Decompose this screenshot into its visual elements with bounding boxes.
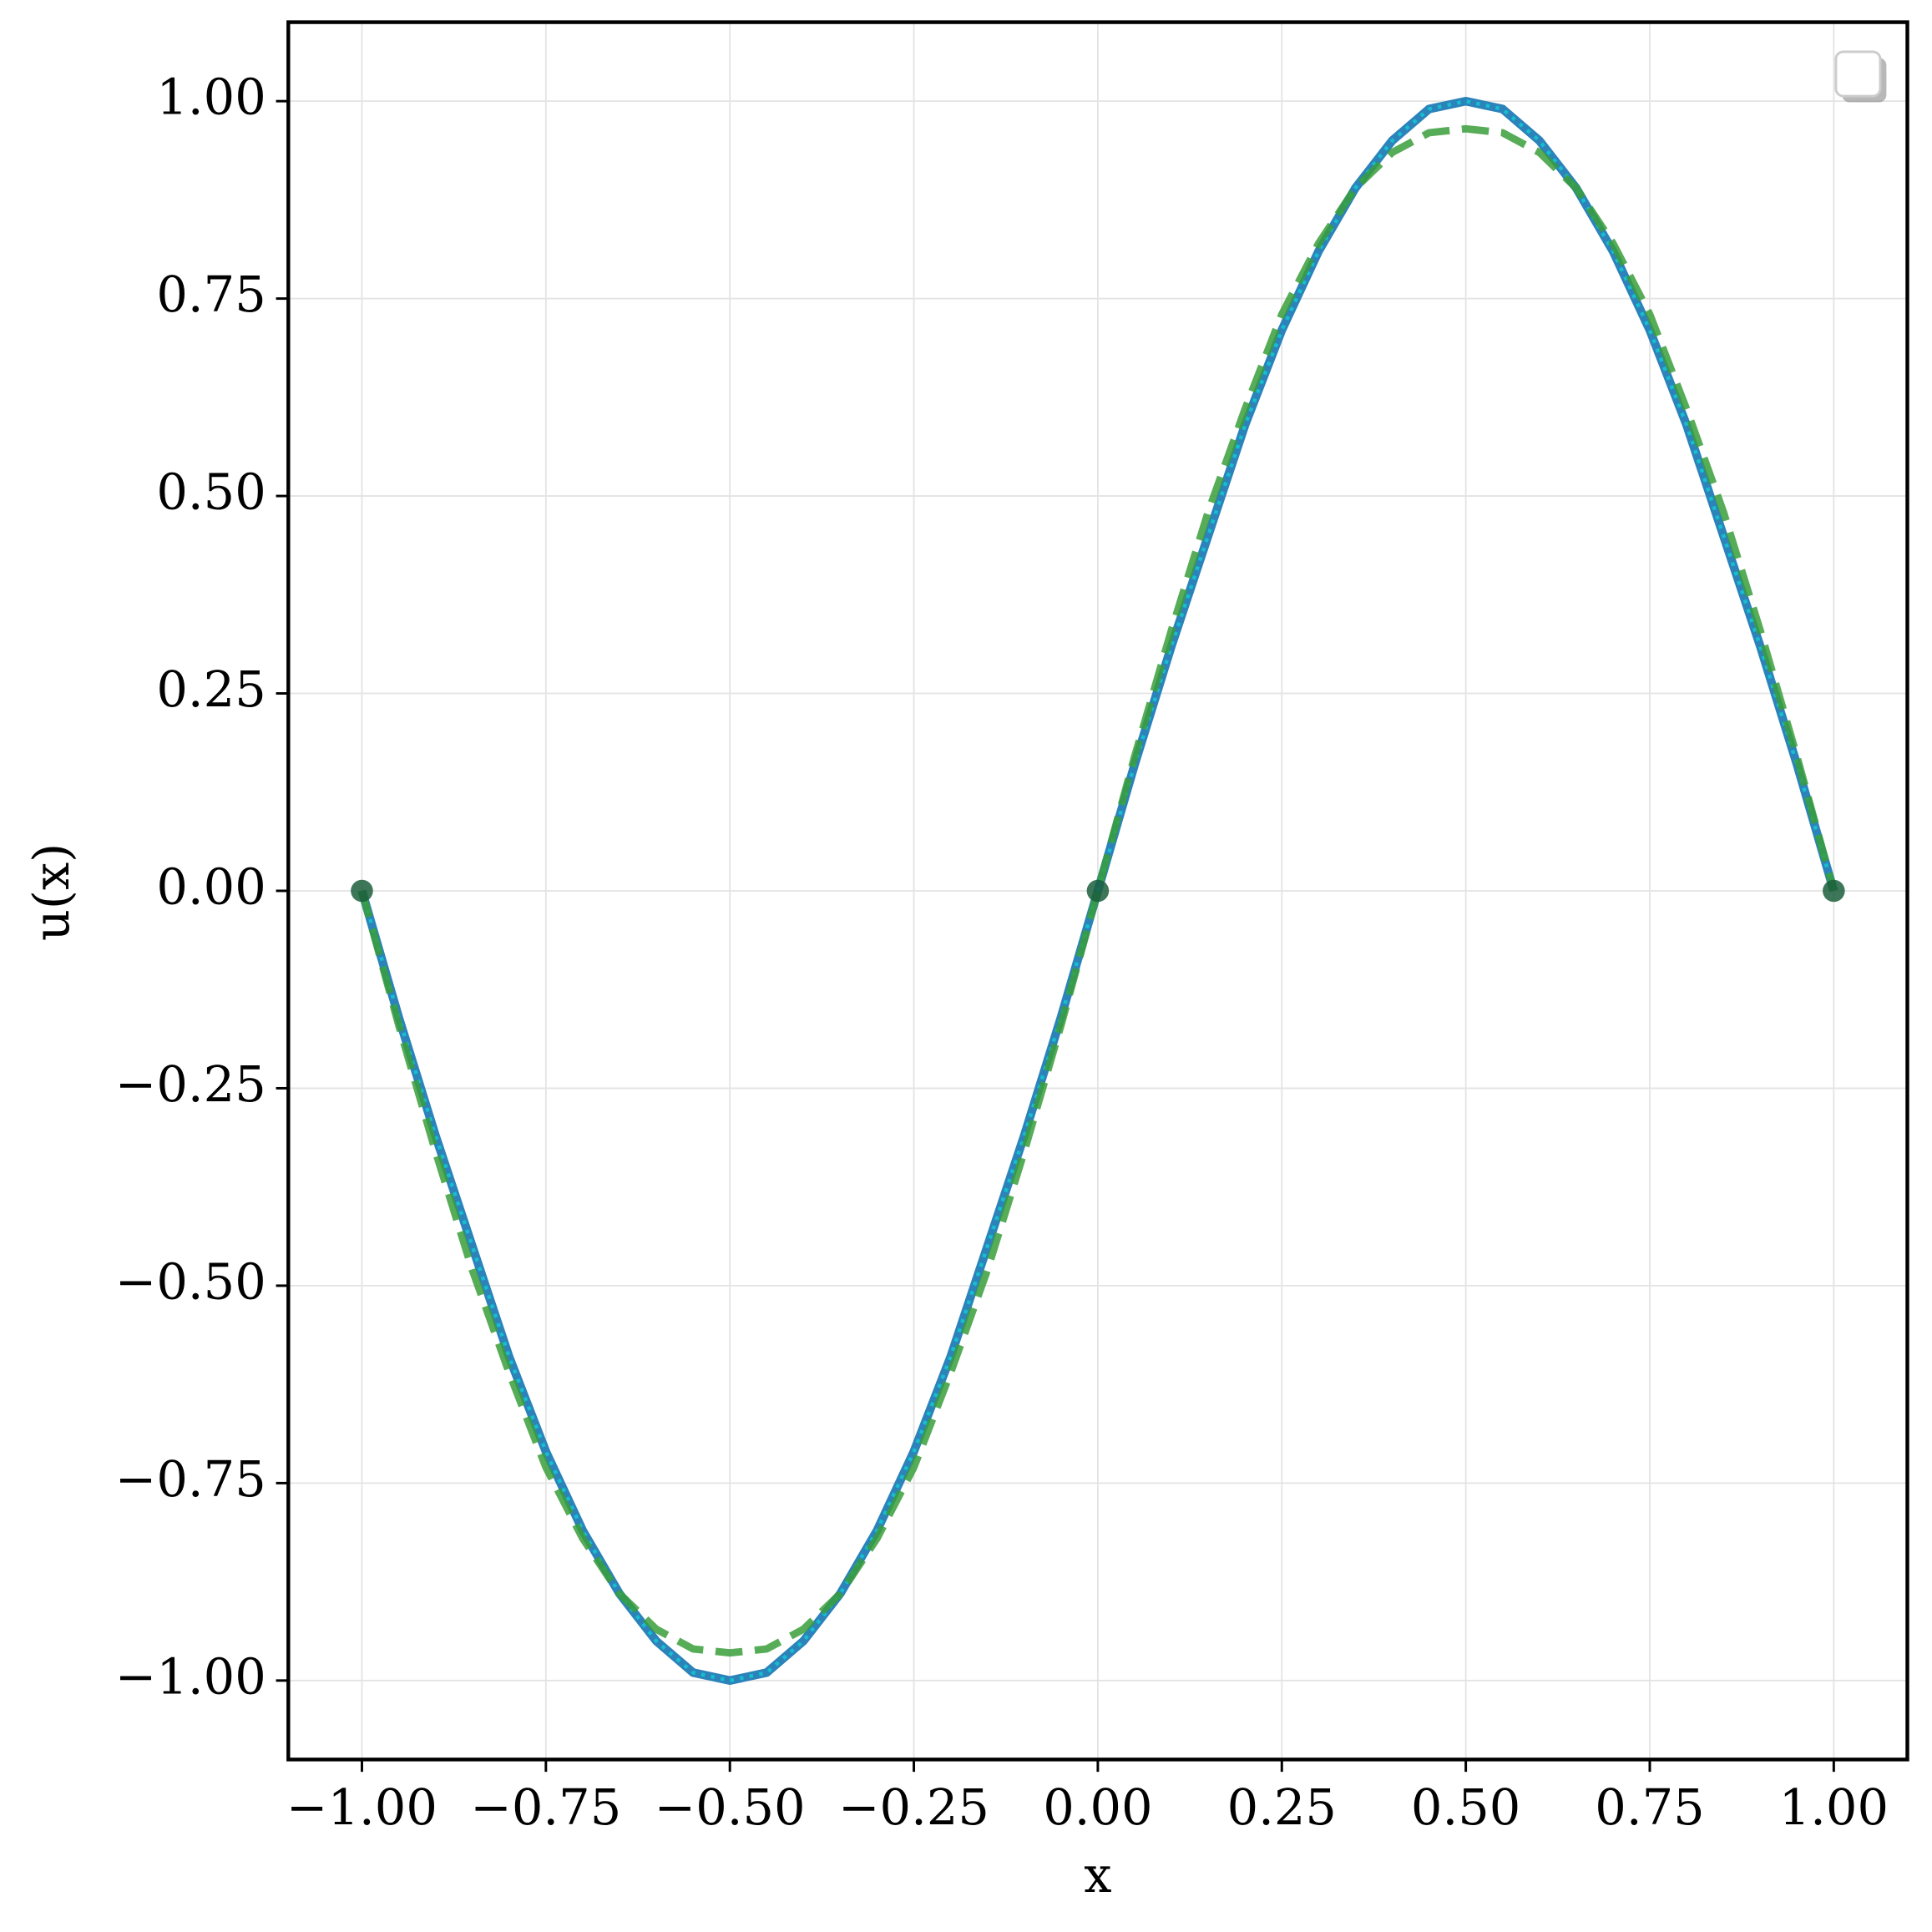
x-tick-label: −0.25 xyxy=(838,1778,989,1836)
y-tick-label: −1.00 xyxy=(115,1647,266,1705)
x-tick-label: 1.00 xyxy=(1779,1778,1889,1836)
legend-box xyxy=(1834,50,1882,98)
y-tick-label: −0.25 xyxy=(115,1055,266,1113)
point xyxy=(1086,879,1110,903)
y-tick-label: 0.75 xyxy=(156,266,266,323)
point xyxy=(1823,879,1845,903)
x-tick-label: −1.00 xyxy=(286,1778,437,1836)
x-tick-label: −0.75 xyxy=(470,1778,621,1836)
y-tick-label: 0.00 xyxy=(156,858,266,916)
x-tick-label: 0.75 xyxy=(1595,1778,1704,1836)
y-axis-label: u(x) xyxy=(23,843,80,941)
y-tick-label: −0.50 xyxy=(115,1252,266,1310)
line-series xyxy=(358,124,1838,1657)
x-axis-label: x xyxy=(1084,1846,1111,1904)
y-tick-label: 1.00 xyxy=(156,68,266,126)
y-tick-label: 0.50 xyxy=(156,463,266,521)
x-tick-label: 0.25 xyxy=(1227,1778,1337,1836)
point xyxy=(351,879,373,903)
x-tick-label: 0.00 xyxy=(1043,1778,1152,1836)
x-tick-label: −0.50 xyxy=(655,1778,806,1836)
y-tick-label: 0.25 xyxy=(156,660,266,718)
x-tick-label: 0.50 xyxy=(1411,1778,1520,1836)
y-tick-label: −0.75 xyxy=(115,1450,266,1508)
plot-area xyxy=(351,96,1845,1685)
